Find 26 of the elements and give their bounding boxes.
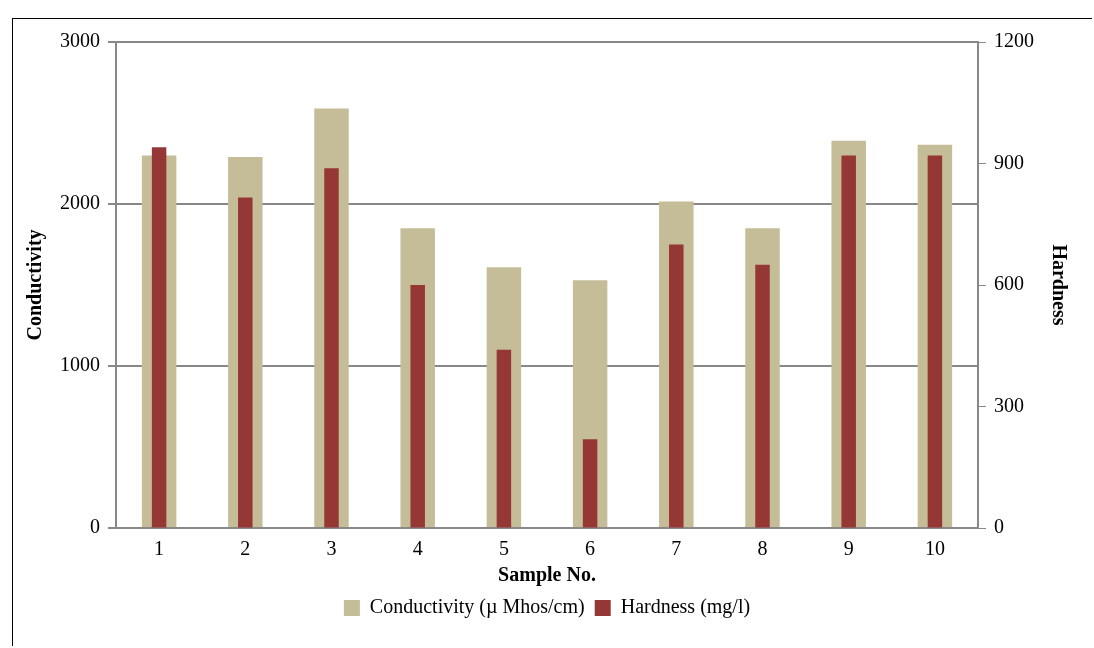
y2-tick-label: 900 xyxy=(994,150,1024,173)
y-tick-label: 0 xyxy=(90,515,100,538)
x-tick-label: 10 xyxy=(924,537,945,560)
bar xyxy=(496,349,512,528)
y-tick-label: 1000 xyxy=(60,353,100,376)
x-tick-label: 6 xyxy=(585,537,596,560)
y2-tick-label: 600 xyxy=(994,272,1024,295)
y-tick-label: 2000 xyxy=(60,191,100,214)
legend-label: Conductivity (µ Mhos/cm) xyxy=(369,595,585,619)
x-tick-label: 3 xyxy=(326,537,337,560)
x-tick-label: 1 xyxy=(154,537,165,560)
y-axis-title: Conductivity xyxy=(23,229,47,341)
x-tick-label: 8 xyxy=(757,537,768,560)
y2-tick-label: 300 xyxy=(994,393,1024,416)
y2-tick-label: 0 xyxy=(994,515,1004,538)
x-tick-label: 2 xyxy=(240,537,251,560)
bar xyxy=(582,439,598,528)
legend-label: Hardness (mg/l) xyxy=(620,595,751,619)
y2-axis-title: Hardness xyxy=(1048,244,1071,326)
y-tick-label: 3000 xyxy=(60,29,100,52)
x-tick-label: 7 xyxy=(671,537,682,560)
x-axis-title: Sample No. xyxy=(498,563,596,587)
x-tick-label: 5 xyxy=(498,537,509,560)
y2-tick-label: 1200 xyxy=(994,29,1034,52)
x-tick-label: 4 xyxy=(412,537,423,560)
x-tick-label: 9 xyxy=(843,537,854,560)
